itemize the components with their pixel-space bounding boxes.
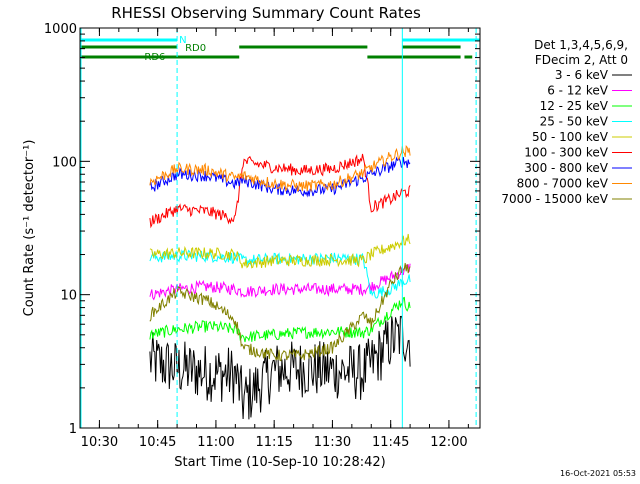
timestamp: 16-Oct-2021 05:53 xyxy=(560,469,636,478)
y-tick-label: 10 xyxy=(60,289,77,304)
legend-label: 800 - 7000 keV xyxy=(517,177,609,191)
y-tick-label: 1 xyxy=(69,422,77,437)
series-line xyxy=(149,233,411,269)
series-line xyxy=(149,296,411,343)
legend-label: 25 - 50 keV xyxy=(540,115,609,129)
legend-header-line-2: FDecim 2, Att 0 xyxy=(535,53,628,67)
x-tick-label: 11:00 xyxy=(197,435,234,450)
y-tick-label: 1000 xyxy=(44,22,77,37)
x-tick-label: 12:00 xyxy=(430,435,467,450)
annotation-label: N xyxy=(179,35,186,46)
x-tick-label: 11:45 xyxy=(372,435,409,450)
series-line xyxy=(149,263,411,301)
legend: Det 1,3,4,5,6,9, FDecim 2, Att 0 3 - 6 k… xyxy=(501,38,632,206)
chart-title: RHESSI Observing Summary Count Rates xyxy=(111,4,421,22)
y-tick-label: 100 xyxy=(52,155,77,170)
x-tick-label: 10:45 xyxy=(139,435,176,450)
legend-label: 100 - 300 keV xyxy=(524,146,608,160)
x-tick-label: 11:15 xyxy=(255,435,292,450)
legend-header-line-1: Det 1,3,4,5,6,9, xyxy=(534,38,628,52)
legend-label: 6 - 12 keV xyxy=(547,84,609,98)
annotation-label: RD6 xyxy=(144,52,165,63)
axes: 10:30 10:45 11:00 11:15 11:30 11:45 12:00 1 10 10… xyxy=(44,22,481,450)
series-line xyxy=(149,144,411,192)
x-tick-label: 11:30 xyxy=(314,435,351,450)
legend-label: 3 - 6 keV xyxy=(555,68,609,82)
plot-frame xyxy=(79,27,481,429)
series-line xyxy=(149,315,411,420)
series-line xyxy=(149,262,411,362)
legend-label: 50 - 100 keV xyxy=(532,130,609,144)
x-axis-label: Start Time (10-Sep-10 10:28:42) xyxy=(174,455,385,470)
y-axis-label: Count Rate (s⁻¹ detector⁻¹) xyxy=(22,140,37,317)
legend-label: 300 - 800 keV xyxy=(524,161,608,175)
legend-label: 7000 - 15000 keV xyxy=(501,192,608,206)
x-tick-label: 10:30 xyxy=(81,435,118,450)
annotation-label: RD0 xyxy=(185,43,206,54)
legend-label: 12 - 25 keV xyxy=(540,99,609,113)
